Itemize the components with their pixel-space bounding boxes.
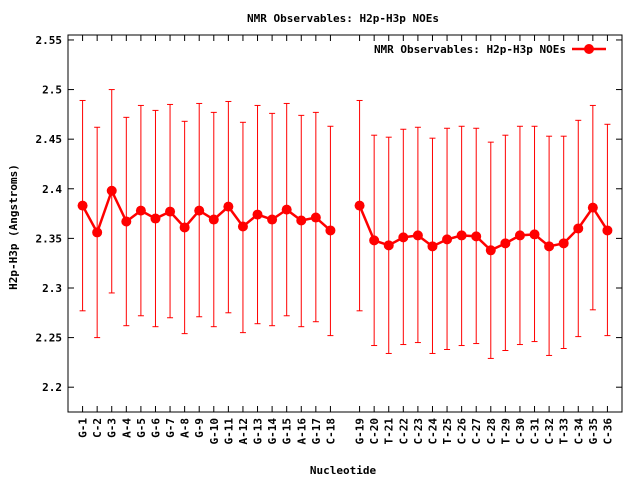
x-tick-label: C-20 [368,418,381,445]
x-tick-label: T-33 [558,418,571,445]
data-point [194,205,205,216]
x-tick-label: G-35 [587,418,600,445]
data-point [471,231,482,242]
plot-frame [67,34,623,413]
data-point [223,201,234,212]
series-line [81,187,332,236]
x-tick-label: C-32 [543,418,556,445]
data-point [237,221,248,232]
x-tick-label: G-11 [222,418,235,445]
x-tick-label: G-7 [164,418,177,438]
x-tick-label: G-5 [135,418,148,438]
legend-marker [584,44,594,54]
x-tick-label: C-23 [412,418,425,445]
data-point [602,225,613,236]
x-tick-label: G-17 [310,418,323,445]
x-tick-label: C-31 [529,418,542,445]
legend-label: NMR Observables: H2p-H3p NOEs [374,43,566,56]
chart-title: NMR Observables: H2p-H3p NOEs [247,12,439,25]
axes: 2.2 2.25 2.3 2.35 2.4 2.45 2.5 2.55 G-1 C-2 G-3 A-4… [36,34,623,445]
data-point [369,235,380,246]
data-point [92,227,103,238]
data-point [267,214,278,225]
y-tick-label: 2.55 [36,34,63,47]
y-tick-label: 2.4 [42,183,62,196]
x-tick-label: G-6 [149,418,162,438]
data-point [165,206,176,217]
x-tick-label: G-1 [77,418,90,438]
data-point [514,230,525,241]
y-tick-label: 2.3 [42,282,62,295]
x-axis-label: Nucleotide [310,464,377,477]
x-tick-label: G-19 [354,418,367,445]
data-point [296,215,307,226]
data-point [121,216,132,227]
data-point [587,202,598,213]
data-point [456,230,467,241]
data-point [427,241,438,252]
data-point [558,238,569,249]
data-point [573,223,584,234]
x-tick-label: A-4 [120,418,133,438]
y-axis-label: H2p-H3p (Angstroms) [7,164,20,290]
x-tick-label: G-13 [252,418,265,445]
x-tick-label: A-16 [295,418,308,445]
data-point [485,245,496,256]
x-tick-label: C-26 [456,418,469,445]
data-point [77,200,88,211]
y-tick-label: 2.45 [36,133,63,146]
x-tick-label: A-8 [179,418,192,438]
plot-area [77,89,613,359]
x-tick-label: G-10 [208,418,221,445]
y-tick-label: 2.35 [36,232,63,245]
x-tick-label: C-24 [426,418,439,445]
x-tick-label: A-12 [237,418,250,445]
x-tick-label: G-15 [281,418,294,445]
x-tick-label: G-3 [106,418,119,438]
data-point [281,204,292,215]
data-point [442,234,453,245]
y-tick-label: 2.25 [36,332,63,345]
x-tick-label: T-21 [383,418,396,445]
x-tick-label: C-30 [514,418,527,445]
series-line [358,205,609,252]
x-tick-label: C-18 [324,418,337,445]
data-point [383,240,394,251]
data-point [412,230,423,241]
legend: NMR Observables: H2p-H3p NOEs [374,43,606,56]
x-tick-label: C-2 [91,418,104,438]
data-point [208,214,219,225]
data-point [529,229,540,240]
data-point [398,232,409,243]
data-point [150,213,161,224]
data-point [354,200,365,211]
data-point [252,209,263,220]
x-tick-label: G-9 [193,418,206,438]
data-point [500,238,511,249]
data-point [310,212,321,223]
x-tick-label: G-14 [266,418,279,445]
data-point [106,185,117,196]
x-tick-label: C-34 [572,418,585,445]
x-tick-label: C-22 [397,418,410,445]
data-point [135,205,146,216]
y-tick-label: 2.2 [42,381,62,394]
x-tick-label: C-27 [470,418,483,445]
data-point [325,225,336,236]
x-tick-label: C-36 [601,418,614,445]
data-point [544,241,555,252]
x-tick-label: T-29 [499,418,512,445]
x-tick-label: C-28 [485,418,498,445]
x-tick-label: T-25 [441,418,454,445]
y-tick-label: 2.5 [42,84,62,97]
data-point [179,222,190,233]
